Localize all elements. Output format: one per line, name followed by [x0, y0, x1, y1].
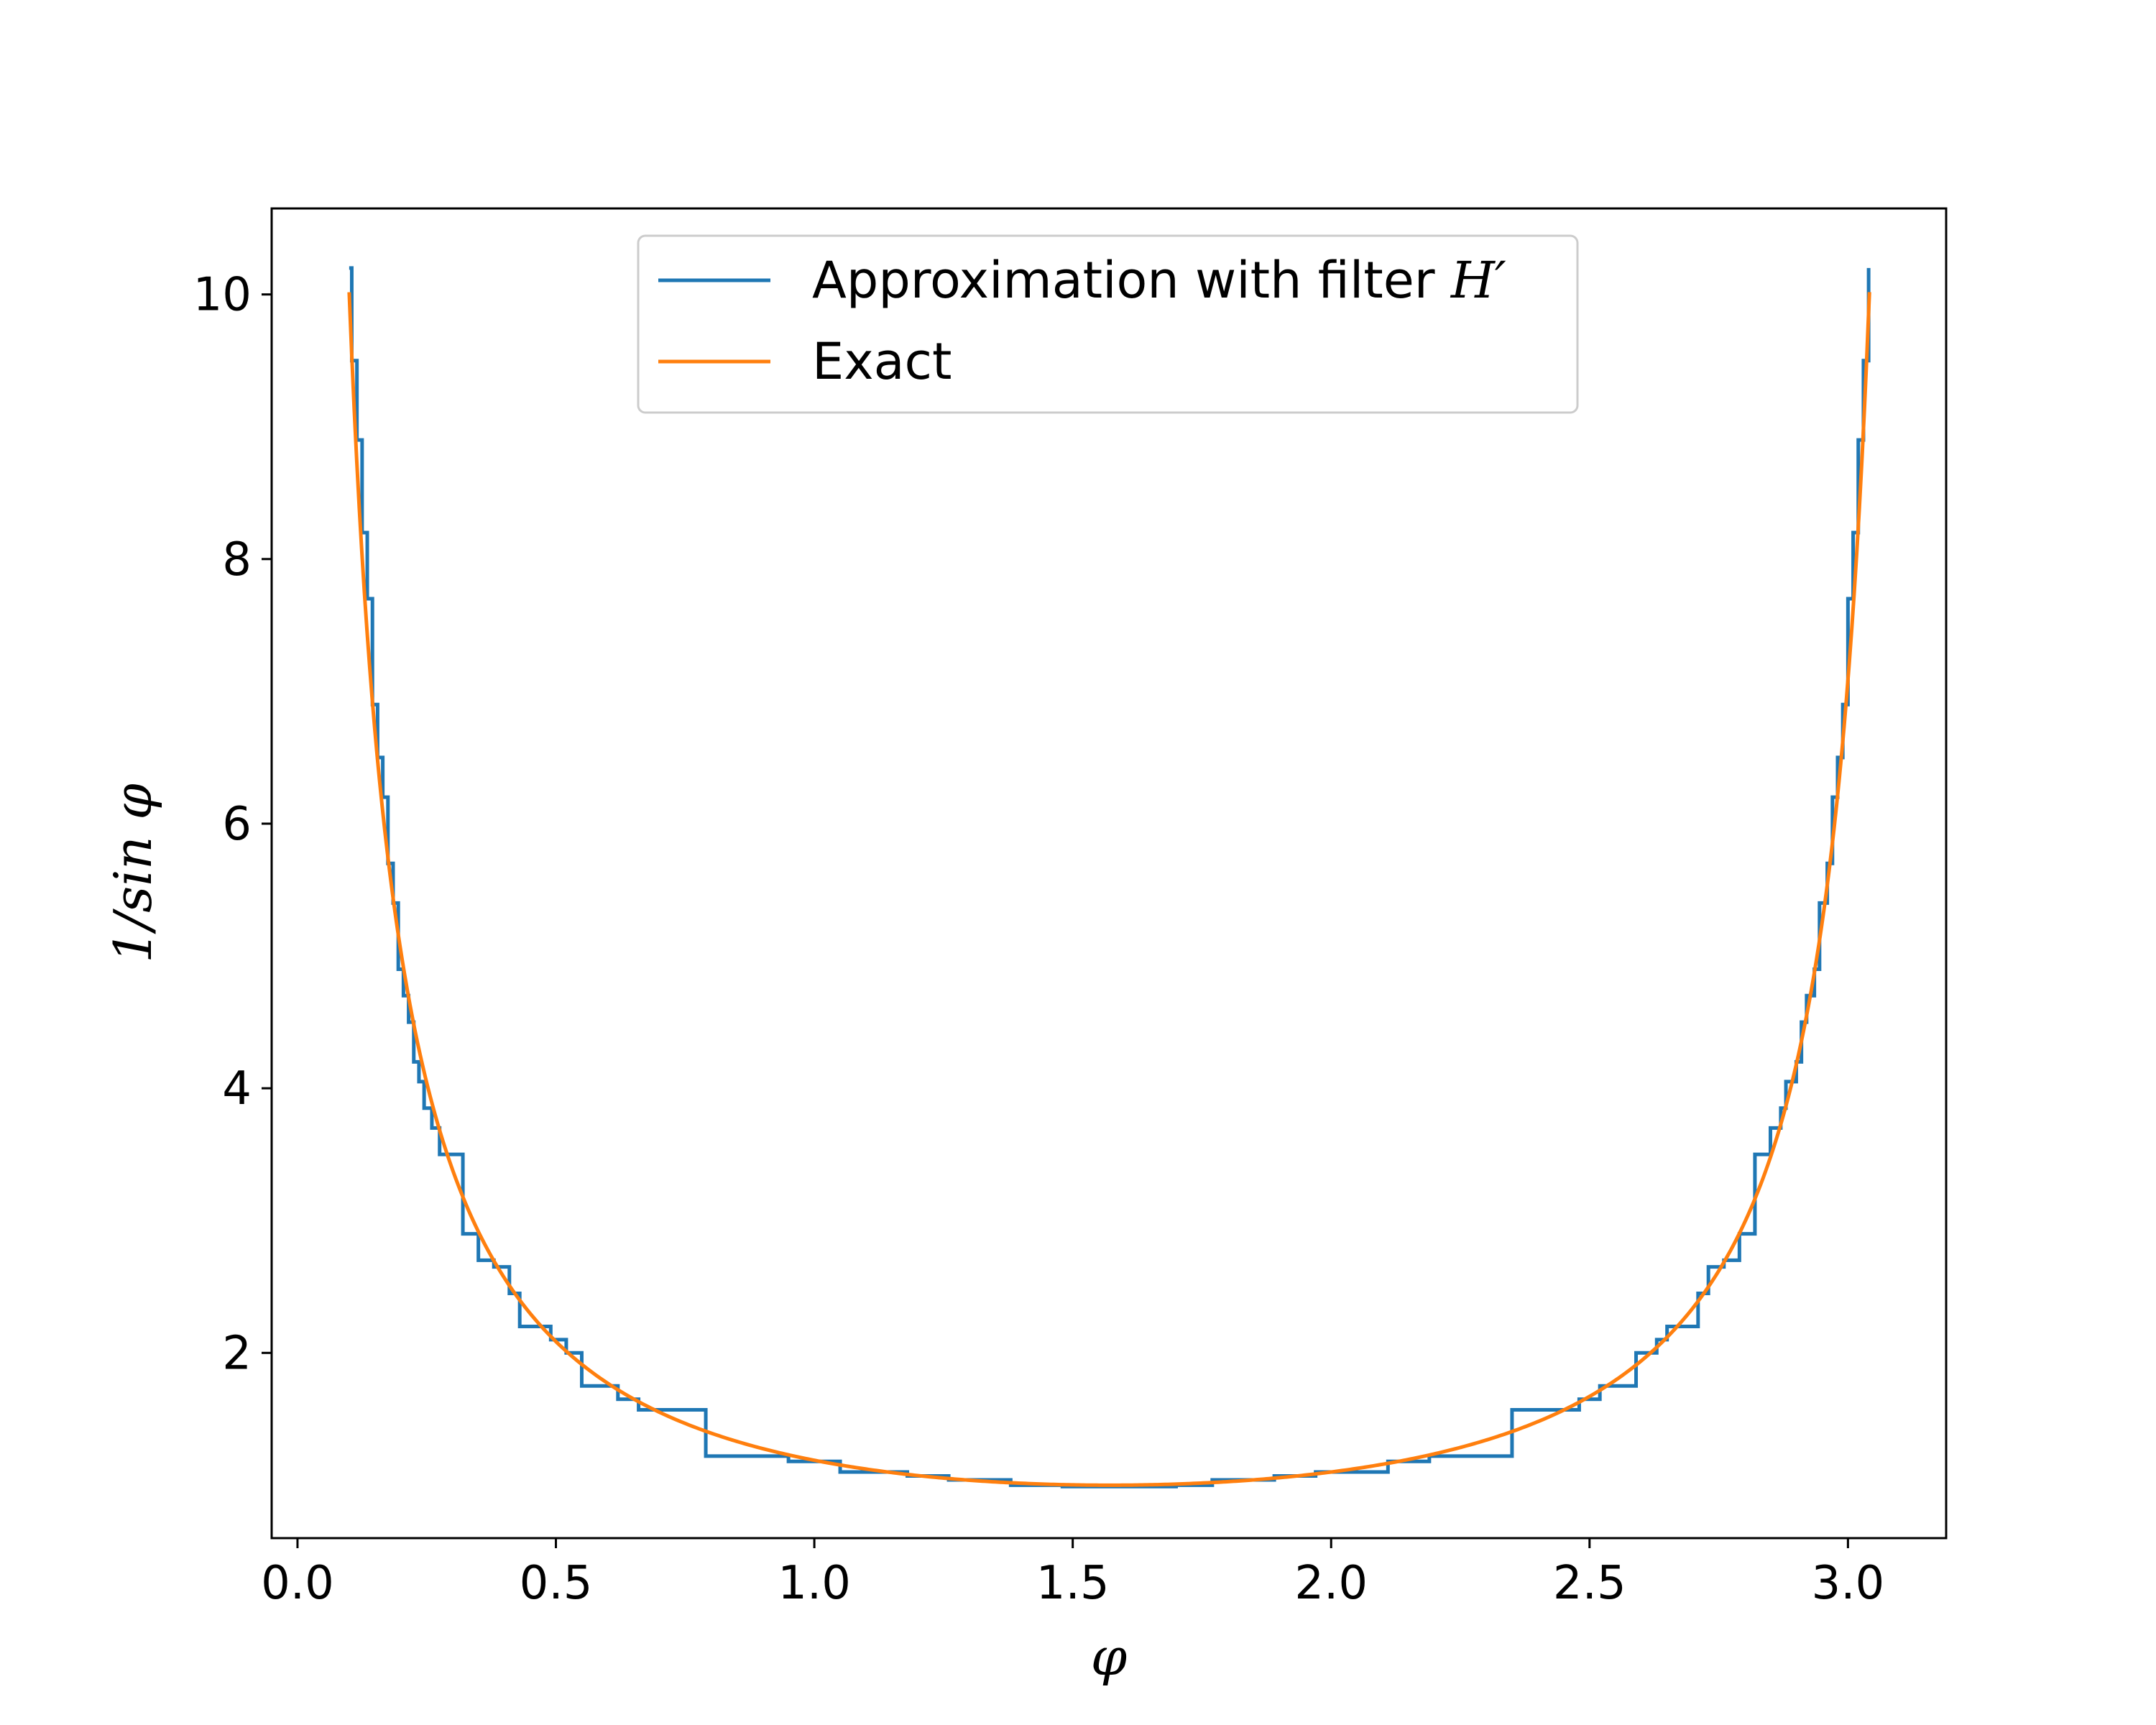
series-exact-line	[347, 292, 1871, 1487]
legend: Approximation with filter H′ Exact	[637, 234, 1579, 414]
y-tick-label: 6	[222, 798, 252, 851]
plot-area	[270, 207, 1948, 1540]
y-axis: 2 4 6 8 10	[193, 269, 272, 1380]
plot-frame	[270, 207, 1948, 1540]
x-tick-label: 2.0	[1294, 1557, 1368, 1610]
legend-frame	[637, 234, 1579, 414]
legend-approximation-text: Approximation with filter	[812, 251, 1451, 310]
y-tick-label: 10	[193, 269, 252, 322]
x-axis-label: φ	[1091, 1627, 1128, 1687]
legend-entry-approximation: Approximation with filter H′	[812, 251, 1506, 310]
x-axis: 0.0 0.5 1.0 1.5 2.0 2.5 3.0	[261, 1538, 1884, 1610]
legend-entry-exact: Exact	[812, 332, 952, 391]
x-tick-label: 3.0	[1811, 1557, 1884, 1610]
series-layer	[347, 266, 1871, 1489]
x-tick-label: 2.5	[1553, 1557, 1626, 1610]
x-tick-label: 0.0	[261, 1557, 334, 1610]
y-tick-label: 8	[222, 533, 252, 586]
legend-approximation-symbol: H′	[1450, 251, 1506, 310]
x-tick-label: 1.0	[778, 1557, 851, 1610]
y-tick-label: 2	[222, 1327, 252, 1380]
y-axis-label: 1/sin φ	[103, 783, 163, 963]
x-tick-label: 0.5	[520, 1557, 593, 1610]
y-tick-label: 4	[222, 1062, 252, 1116]
x-tick-label: 1.5	[1036, 1557, 1110, 1610]
